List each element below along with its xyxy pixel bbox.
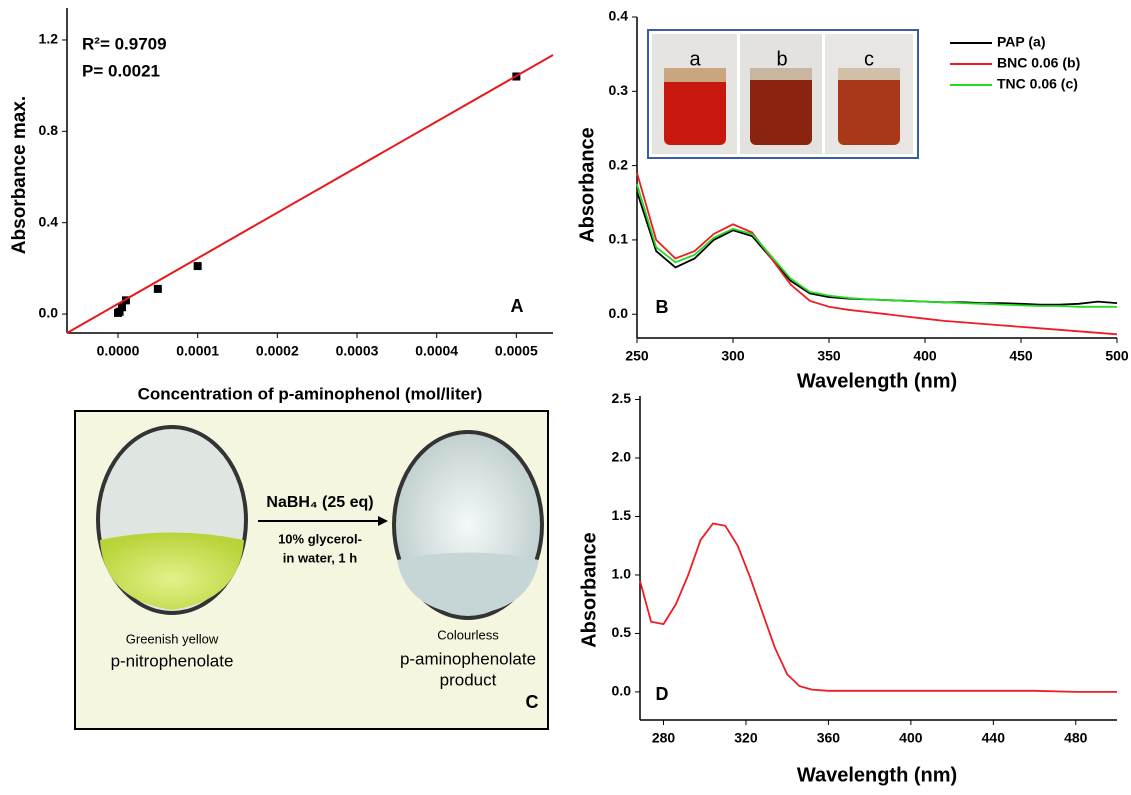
- x-axis-label: Wavelength (nm): [797, 764, 957, 786]
- y-tick-label: 2.0: [612, 449, 632, 465]
- right-color: Colourless: [437, 627, 499, 642]
- right-name: p-aminophenolate: [400, 649, 536, 668]
- x-tick-label: 280: [652, 730, 676, 746]
- x-tick-label: 320: [734, 730, 758, 746]
- spectrum-line: [637, 192, 1117, 305]
- data-point: [118, 303, 126, 311]
- x-tick-label: 0.0002: [256, 343, 299, 359]
- y-tick-label: 0.0: [39, 305, 59, 321]
- left-name: p-nitrophenolate: [111, 651, 234, 670]
- x-tick-label: 440: [982, 730, 1006, 746]
- left-color: Greenish yellow: [126, 631, 219, 646]
- x-tick-label: 400: [913, 348, 937, 364]
- panel-label: B: [656, 297, 669, 317]
- x-tick-label: 450: [1009, 348, 1033, 364]
- x-axis-label: Concentration of p-aminophenol (mol/lite…: [138, 384, 483, 403]
- y-tick-label: 0.1: [609, 231, 629, 247]
- x-tick-label: 0.0004: [415, 343, 458, 359]
- annotation: P= 0.0021: [82, 61, 160, 80]
- y-tick-label: 0.3: [609, 82, 629, 98]
- data-point: [154, 285, 162, 293]
- x-tick-label: 480: [1064, 730, 1088, 746]
- x-tick-label: 0.0000: [97, 343, 140, 359]
- x-tick-label: 300: [721, 348, 745, 364]
- y-axis-label: Absorbance: [578, 532, 600, 648]
- inset-label: b: [776, 48, 787, 70]
- y-tick-label: 0.8: [39, 122, 59, 138]
- legend-label: BNC 0.06 (b): [997, 55, 1080, 71]
- inset-label: a: [689, 48, 701, 70]
- conditions: 10% glycerol-: [278, 531, 362, 546]
- right-name: product: [440, 670, 497, 689]
- y-tick-label: 0.4: [39, 213, 59, 229]
- spectrum-line: [637, 173, 1117, 334]
- annotation: R²= 0.9709: [82, 34, 167, 53]
- panel-label: C: [526, 692, 539, 712]
- y-tick-label: 0.0: [609, 305, 629, 321]
- y-tick-label: 0.0: [612, 683, 632, 699]
- legend-label: TNC 0.06 (c): [997, 76, 1078, 92]
- x-tick-label: 350: [817, 348, 841, 364]
- x-axis-label: Wavelength (nm): [797, 370, 957, 392]
- y-tick-label: 1.2: [39, 31, 59, 47]
- y-tick-label: 0.4: [609, 8, 629, 24]
- y-tick-label: 0.5: [612, 624, 632, 640]
- x-tick-label: 500: [1105, 348, 1129, 364]
- x-tick-label: 250: [625, 348, 649, 364]
- x-tick-label: 0.0003: [336, 343, 379, 359]
- y-tick-label: 2.5: [612, 390, 632, 406]
- x-tick-label: 0.0005: [495, 343, 538, 359]
- x-tick-label: 360: [817, 730, 841, 746]
- y-axis-label: Absorbance: [576, 127, 598, 243]
- y-tick-label: 0.2: [609, 156, 629, 172]
- fit-line: [67, 55, 553, 333]
- x-tick-label: 400: [899, 730, 923, 746]
- panel-label: D: [656, 684, 669, 704]
- legend-label: PAP (a): [997, 34, 1046, 50]
- panel-label: A: [511, 296, 524, 316]
- inset-label: c: [864, 48, 874, 70]
- reagent: NaBH₄ (25 eq): [266, 494, 373, 511]
- spectrum-line: [640, 524, 1117, 692]
- y-tick-label: 1.0: [612, 566, 632, 582]
- x-tick-label: 0.0001: [176, 343, 219, 359]
- y-axis-label: Absorbance max.: [9, 96, 30, 254]
- y-tick-label: 1.5: [612, 507, 632, 523]
- data-point: [194, 262, 202, 270]
- conditions: in water, 1 h: [283, 550, 357, 565]
- figure: NaBH₄ (25 eq) 10% glycerol- in water, 1 …: [0, 0, 1131, 790]
